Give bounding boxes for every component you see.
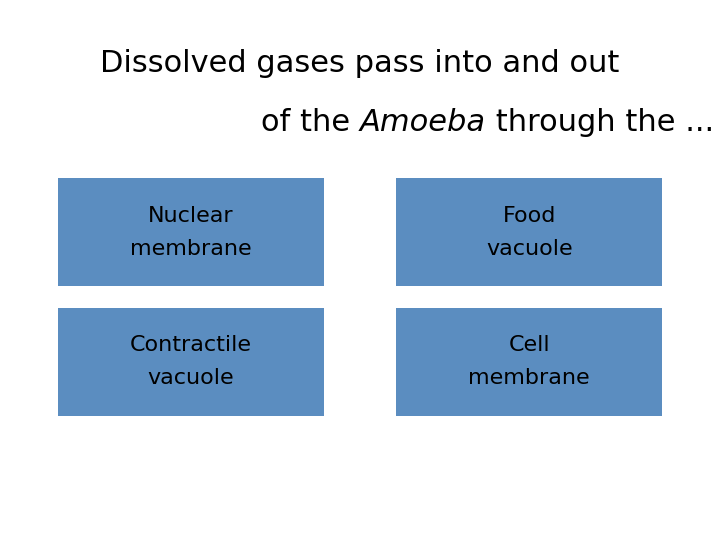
Text: Amoeba: Amoeba	[360, 108, 486, 137]
Text: of the: of the	[261, 108, 360, 137]
Text: through the ...: through the ...	[486, 108, 714, 137]
FancyBboxPatch shape	[396, 178, 662, 286]
Text: Cell
membrane: Cell membrane	[469, 335, 590, 388]
FancyBboxPatch shape	[396, 308, 662, 416]
Text: Contractile
vacuole: Contractile vacuole	[130, 335, 252, 388]
Text: Food
vacuole: Food vacuole	[486, 206, 572, 259]
FancyBboxPatch shape	[58, 178, 324, 286]
FancyBboxPatch shape	[58, 308, 324, 416]
Text: Nuclear
membrane: Nuclear membrane	[130, 206, 251, 259]
Text: Dissolved gases pass into and out: Dissolved gases pass into and out	[100, 49, 620, 78]
